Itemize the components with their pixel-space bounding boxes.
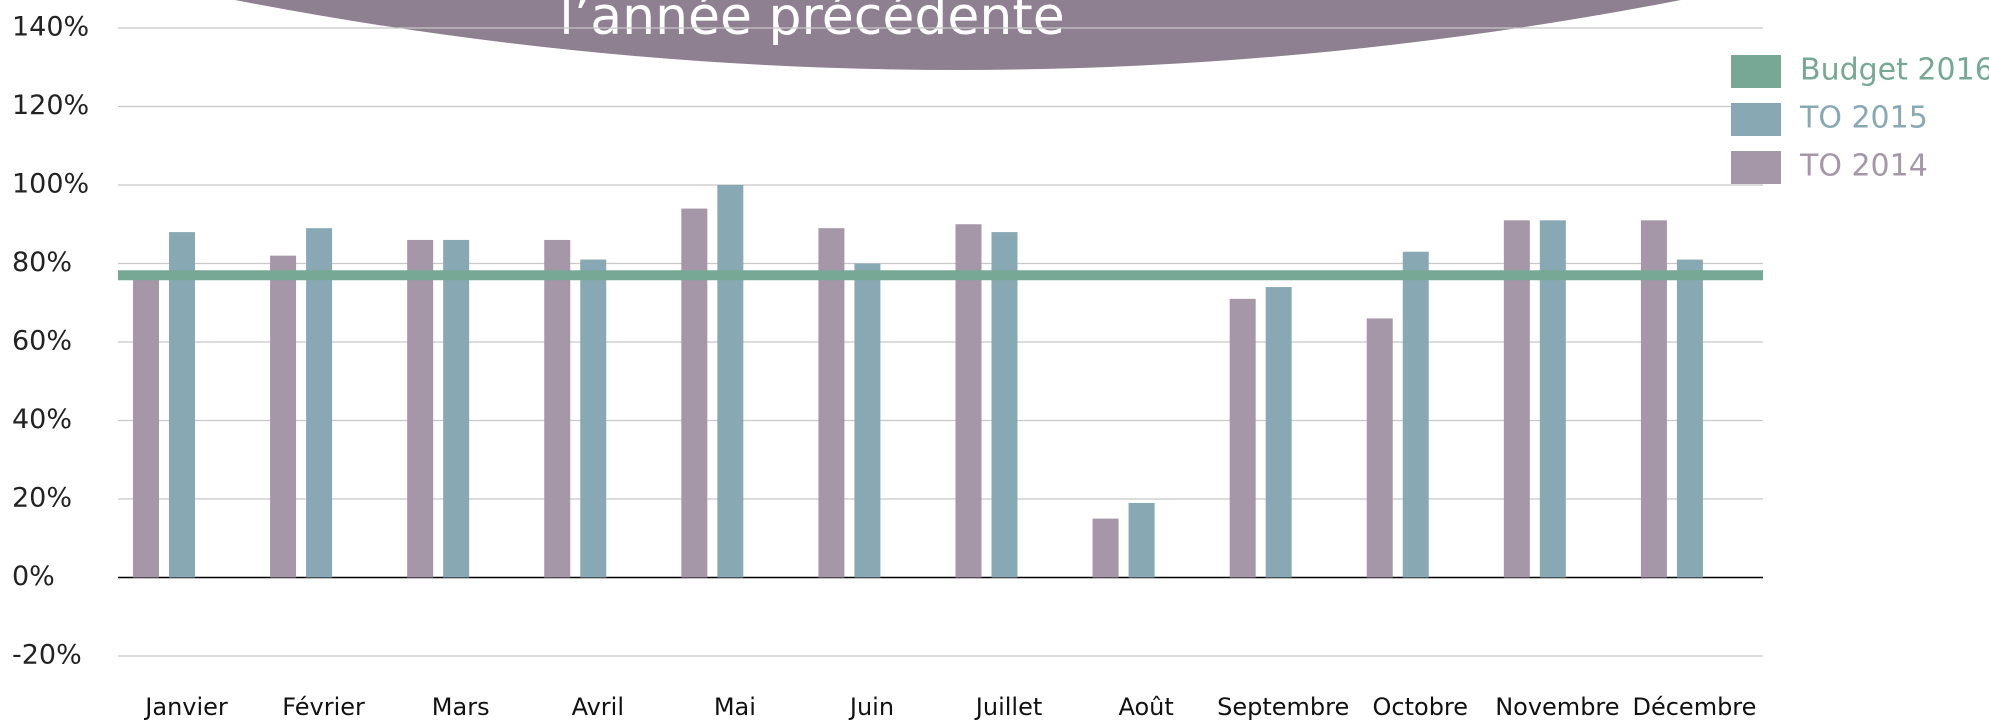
y-tick-label: 80% [12,247,72,278]
y-tick-label: 140% [12,12,89,43]
bar [1402,251,1429,578]
bar [1265,287,1292,578]
x-tick-label: Octobre [1373,693,1469,720]
x-tick-label: Novembre [1495,693,1619,720]
bar [270,255,297,578]
bar [169,232,195,578]
bar [306,228,333,578]
bar [681,208,708,578]
x-tick-label: Avril [572,693,624,720]
legend-label: Budget 2016 [1800,53,1989,88]
legend-swatch [1731,151,1781,184]
x-tick-label: Juin [848,693,894,720]
bar [1092,518,1119,578]
legend-label: TO 2015 [1799,101,1928,136]
bar [544,239,571,578]
bar [955,224,982,578]
y-tick-label: -20% [12,640,82,671]
legend-swatch [1731,55,1781,88]
x-tick-label: Juillet [974,693,1042,720]
title-banner [235,0,1681,70]
x-tick-label: Mars [432,693,490,720]
x-tick-label: Décembre [1632,693,1756,720]
y-tick-label: 20% [12,483,72,514]
bar [1676,259,1703,578]
y-tick-label: 100% [12,169,89,200]
x-tick-label: Janvier [143,693,228,720]
y-tick-label: 0% [12,561,55,592]
bar [854,263,881,578]
bar [443,239,470,578]
x-tick-label: Septembre [1217,693,1349,720]
bar [717,185,744,578]
legend-label: TO 2014 [1799,149,1928,184]
bar [133,275,159,578]
x-tick-label: Février [282,693,365,720]
x-tick-label: Mai [714,693,756,720]
y-tick-label: 120% [12,90,89,121]
chart-subtitle: l’année précédente [559,0,1064,47]
x-tick-label: Août [1118,693,1173,720]
y-tick-label: 60% [12,326,72,357]
legend-swatch [1731,103,1781,136]
bar [1229,298,1256,578]
bar [407,239,434,578]
y-tick-label: 40% [12,404,72,435]
bar [991,232,1018,578]
bar [1128,502,1155,578]
bar [818,228,845,578]
bar [580,259,607,578]
bar [1366,318,1393,578]
